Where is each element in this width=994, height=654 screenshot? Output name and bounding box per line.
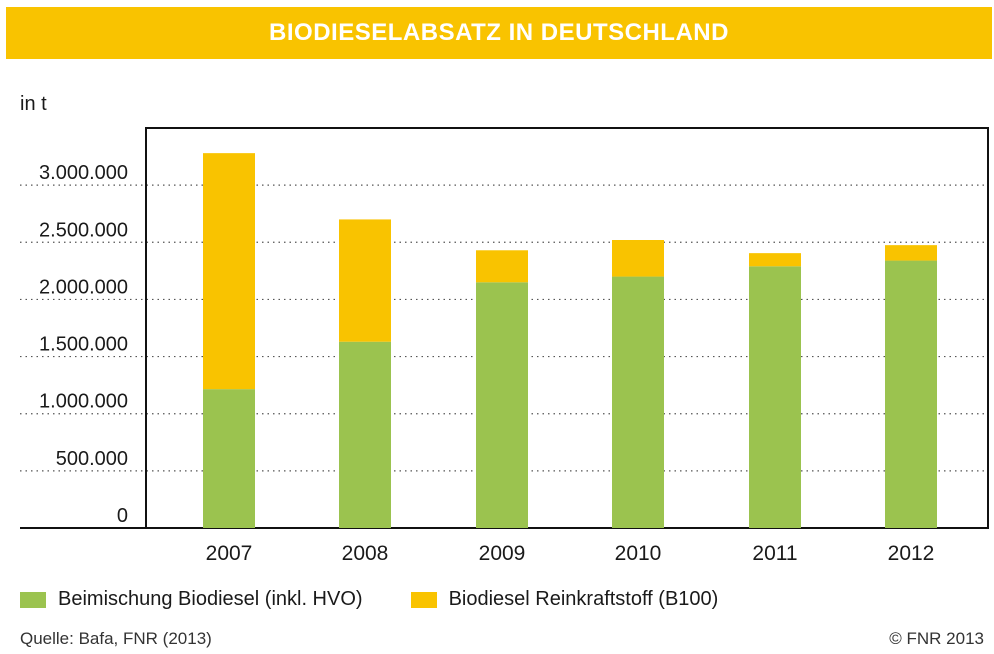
y-tick-label: 1.500.000 — [39, 334, 128, 356]
x-tick-label: 2012 — [888, 542, 935, 565]
legend-swatch-green — [20, 591, 46, 608]
legend-swatch-yellow — [410, 591, 437, 608]
y-tick-label: 2.500.000 — [39, 219, 128, 241]
x-tick-label: 2009 — [479, 542, 526, 565]
legend: Beimischung Biodiesel (inkl. HVO) Biodie… — [20, 588, 766, 611]
bar-segment-b100 — [476, 250, 528, 283]
copyright-note: © FNR 2013 — [889, 629, 984, 648]
y-tick-label: 3.000.000 — [39, 162, 128, 184]
bar-segment-b100 — [612, 240, 664, 277]
bar-segment-b100 — [749, 253, 801, 267]
legend-label-blending: Beimischung Biodiesel (inkl. HVO) — [58, 588, 363, 610]
legend-item-blending: Beimischung Biodiesel (inkl. HVO) — [20, 588, 363, 611]
y-tick-label: 500.000 — [56, 448, 128, 470]
bar-segment-blending — [339, 341, 391, 528]
x-tick-label: 2008 — [342, 542, 389, 565]
legend-item-b100: Biodiesel Reinkraftstoff (B100) — [410, 588, 719, 611]
bar-segment-blending — [612, 276, 664, 528]
source-note: Quelle: Bafa, FNR (2013) — [20, 629, 212, 648]
x-tick-label: 2007 — [206, 542, 253, 565]
bar-segment-blending — [885, 260, 937, 528]
y-axis-unit-label: in t — [20, 93, 47, 115]
plot-frame — [145, 127, 989, 529]
bar-segment-blending — [749, 266, 801, 528]
bar-segment-b100 — [885, 245, 937, 261]
legend-label-b100: Biodiesel Reinkraftstoff (B100) — [448, 588, 719, 610]
x-tick-label: 2011 — [752, 542, 797, 565]
x-tick-label: 2010 — [615, 542, 662, 565]
y-tick-label: 0 — [117, 505, 128, 527]
bar-segment-b100 — [203, 153, 255, 390]
bar-segment-b100 — [339, 219, 391, 342]
chart-title: BIODIESELABSATZ IN DEUTSCHLAND — [269, 19, 729, 46]
y-tick-label: 1.000.000 — [39, 391, 128, 413]
bar-segment-blending — [476, 282, 528, 528]
bar-segment-blending — [203, 389, 255, 528]
chart-title-banner: BIODIESELABSATZ IN DEUTSCHLAND — [6, 7, 992, 59]
y-tick-label: 2.000.000 — [39, 276, 128, 298]
